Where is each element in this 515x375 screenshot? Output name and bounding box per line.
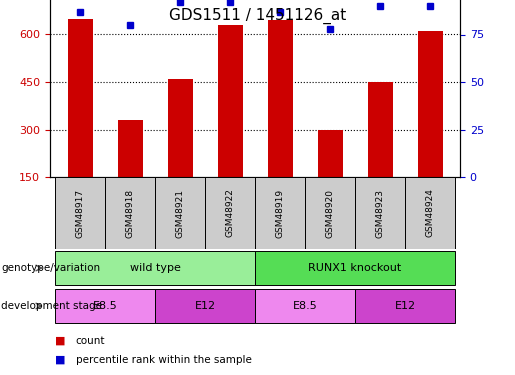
Bar [318,129,342,177]
Bar [217,25,243,177]
Bar [255,177,305,249]
Text: GSM48919: GSM48919 [276,188,284,238]
Bar [255,251,455,285]
Bar [55,289,155,323]
Text: RUNX1 knockout: RUNX1 knockout [308,263,402,273]
Bar [368,82,392,177]
Bar [155,289,255,323]
Text: percentile rank within the sample: percentile rank within the sample [76,355,252,365]
Bar [418,32,442,177]
Bar [255,289,355,323]
Text: wild type: wild type [130,263,180,273]
Text: E8.5: E8.5 [93,301,117,311]
Bar [155,177,205,249]
Bar [205,177,255,249]
Bar [355,289,455,323]
Bar [55,177,105,249]
Bar [267,20,293,177]
Bar [117,120,143,177]
Bar [405,177,455,249]
Bar [167,79,193,177]
Text: GSM48923: GSM48923 [375,189,385,237]
Text: GSM48920: GSM48920 [325,189,335,237]
Bar [55,251,255,285]
Text: GSM48917: GSM48917 [76,188,84,238]
Bar [305,177,355,249]
Text: GDS1511 / 1451126_at: GDS1511 / 1451126_at [169,8,346,24]
Text: E12: E12 [195,301,216,311]
Text: genotype/variation: genotype/variation [1,263,100,273]
Text: ■: ■ [55,336,65,346]
Text: GSM48921: GSM48921 [176,189,184,237]
Text: ■: ■ [55,355,65,365]
Text: count: count [76,336,105,346]
Text: GSM48924: GSM48924 [425,189,435,237]
Text: GSM48922: GSM48922 [226,189,234,237]
Text: development stage: development stage [1,301,102,311]
Bar [105,177,155,249]
Text: GSM48918: GSM48918 [126,188,134,238]
Bar [67,19,93,177]
Bar [355,177,405,249]
Text: E8.5: E8.5 [293,301,317,311]
Text: E12: E12 [394,301,416,311]
